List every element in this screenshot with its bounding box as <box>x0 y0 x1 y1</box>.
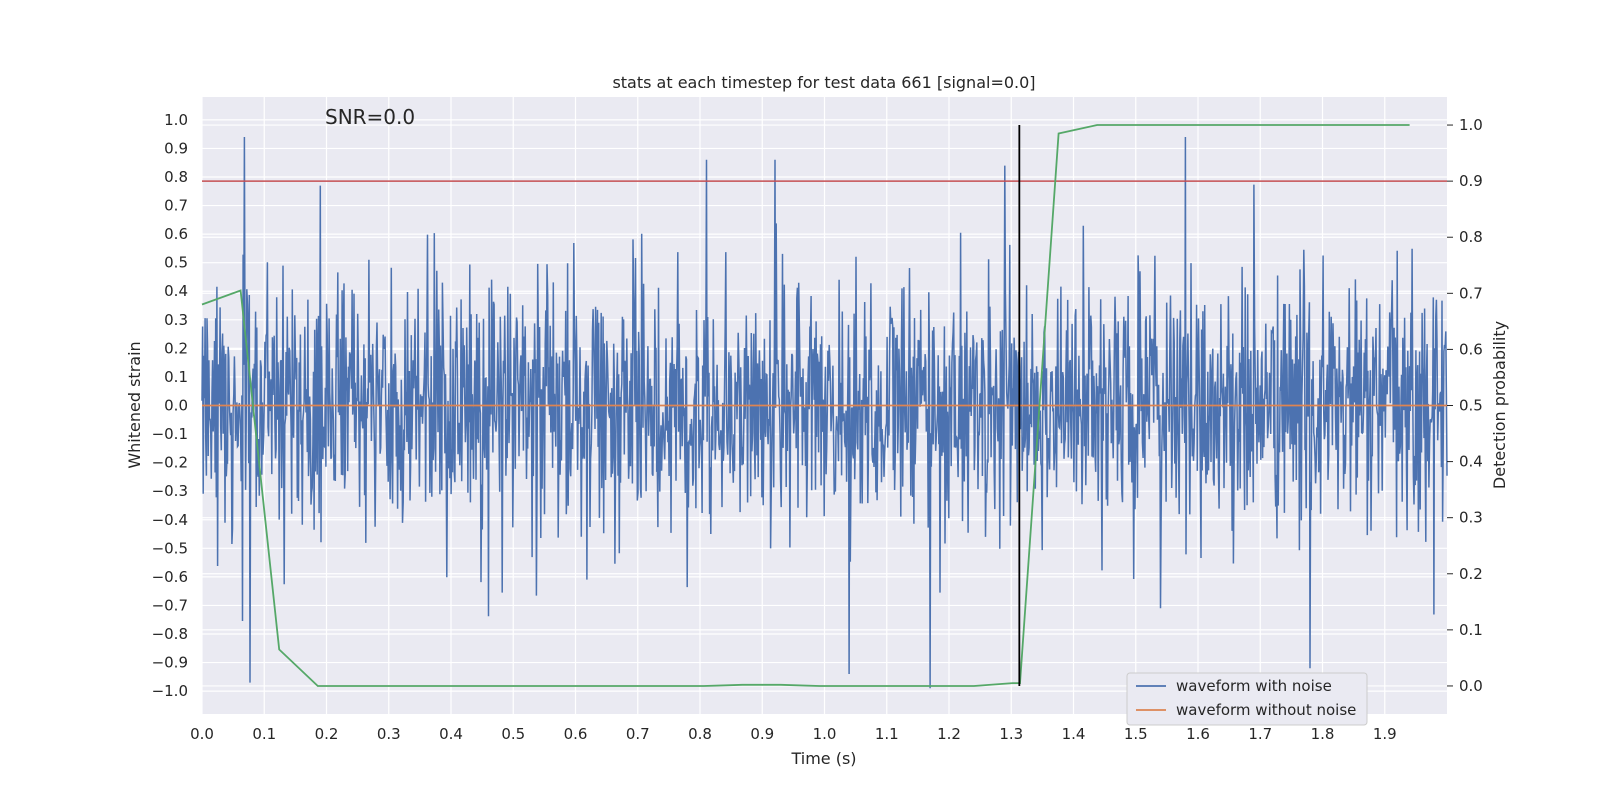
y-tick-label: 0.9 <box>164 139 188 157</box>
y-tick-label: 0.5 <box>164 254 188 272</box>
x-tick-label: 1.8 <box>1311 725 1335 743</box>
x-tick-label: 1.2 <box>937 725 961 743</box>
x-tick-label: 1.9 <box>1373 725 1397 743</box>
y2-tick-label: 1.0 <box>1459 116 1483 134</box>
y-tick-label: 0.1 <box>164 368 188 386</box>
x-tick-label: 1.5 <box>1124 725 1148 743</box>
y2-tick-label: 0.3 <box>1459 509 1483 527</box>
axis-layer: 0.0 0.1 0.2 0.3 0.4 0.5 0.6 0.7 0.8 0.9 1.0 1.1 1.2 1… <box>152 111 1483 743</box>
legend: waveform with noise waveform without noi… <box>1126 672 1368 726</box>
y2-axis-label: Detection probability <box>1490 321 1509 489</box>
y-tick-label: 0.0 <box>164 397 188 415</box>
x-tick-label: 0.1 <box>252 725 276 743</box>
x-tick-label: 1.4 <box>1062 725 1086 743</box>
legend-box <box>1126 672 1368 726</box>
legend-label-clean: waveform without noise <box>1176 701 1356 719</box>
x-tick-label: 1.6 <box>1186 725 1210 743</box>
series-waveform-with-noise <box>201 136 1448 689</box>
y-tick-label: −0.7 <box>152 596 188 614</box>
y-tick-label: 0.8 <box>164 168 188 186</box>
y2-tick-label: 0.0 <box>1459 677 1483 695</box>
x-axis-label: Time (s) <box>790 749 856 768</box>
x-tick-label: 1.7 <box>1248 725 1272 743</box>
y2-tick-label: 0.6 <box>1459 340 1483 358</box>
y-tick-label: −1.0 <box>152 682 188 700</box>
x-tick-label: 0.0 <box>190 725 214 743</box>
y2-tick-label: 0.1 <box>1459 621 1483 639</box>
y-tick-label: −0.9 <box>152 654 188 672</box>
y-tick-label: −0.4 <box>152 511 188 529</box>
y-tick-label: −0.1 <box>152 425 188 443</box>
x-tick-label: 0.4 <box>439 725 463 743</box>
x-tick-label: 0.2 <box>315 725 339 743</box>
x-tick-label: 1.0 <box>813 725 837 743</box>
y2-tick-label: 0.5 <box>1459 397 1483 415</box>
y-tick-label: −0.3 <box>152 482 188 500</box>
x-tick-label: 0.3 <box>377 725 401 743</box>
y-tick-label: −0.5 <box>152 539 188 557</box>
y-tick-label: −0.2 <box>152 454 188 472</box>
chart-title: stats at each timestep for test data 661… <box>612 73 1035 92</box>
snr-annotation: SNR=0.0 <box>325 105 415 129</box>
y2-tick-label: 0.4 <box>1459 453 1483 471</box>
y-tick-label: 0.2 <box>164 339 188 357</box>
y2-tick-label: 0.2 <box>1459 565 1483 583</box>
series-layer <box>201 124 1448 689</box>
y2-tick-label: 0.9 <box>1459 172 1483 190</box>
x-tick-label: 0.9 <box>750 725 774 743</box>
y-axis-label: Whitened strain <box>125 341 144 468</box>
y-tick-label: 0.4 <box>164 282 188 300</box>
y-tick-label: 0.3 <box>164 311 188 329</box>
y2-tick-label: 0.7 <box>1459 284 1483 302</box>
x-tick-label: 0.7 <box>626 725 650 743</box>
y2-tick-label: 0.8 <box>1459 228 1483 246</box>
y-tick-label: −0.8 <box>152 625 188 643</box>
y-tick-label: 1.0 <box>164 111 188 129</box>
x-tick-label: 1.1 <box>875 725 899 743</box>
y-tick-label: 0.6 <box>164 225 188 243</box>
y-tick-label: 0.7 <box>164 197 188 215</box>
x-tick-label: 0.5 <box>501 725 525 743</box>
series-detection-probability <box>201 124 1410 687</box>
y-tick-label: −0.6 <box>152 568 188 586</box>
x-tick-label: 1.3 <box>999 725 1023 743</box>
legend-label-noise: waveform with noise <box>1176 677 1332 695</box>
x-tick-label: 0.6 <box>564 725 588 743</box>
x-tick-label: 0.8 <box>688 725 712 743</box>
